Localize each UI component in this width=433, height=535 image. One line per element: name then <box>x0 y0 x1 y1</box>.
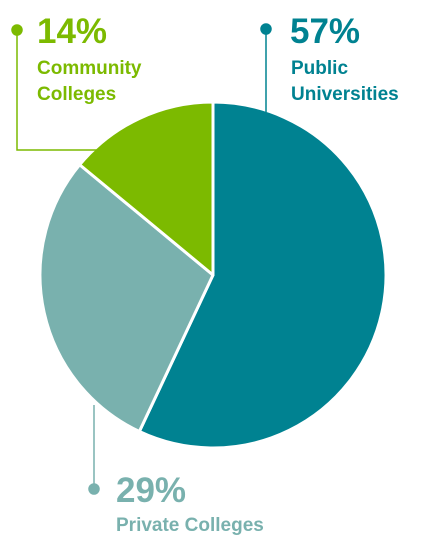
leader-community-colleges <box>11 24 109 151</box>
pie-slice-public-universities <box>137 100 388 450</box>
slice-value-community-colleges: 14% <box>37 12 107 51</box>
slice-label-private-colleges: Private Colleges <box>116 515 264 535</box>
slice-label-public-universities-line2: Universities <box>291 84 399 105</box>
leader-private-colleges <box>88 405 100 495</box>
leader-public-universities <box>260 23 272 112</box>
slice-label-public-universities-line1: Public <box>291 58 348 79</box>
slice-value-private-colleges: 29% <box>116 471 186 510</box>
slice-value-public-universities: 57% <box>290 12 360 51</box>
slice-label-community-colleges-line2: Colleges <box>37 84 116 105</box>
pie-slices <box>38 100 388 450</box>
pie-slice-community-colleges <box>78 100 215 277</box>
pie-slice-private-colleges <box>38 163 215 434</box>
slice-label-community-colleges-line1: Community <box>37 58 142 79</box>
